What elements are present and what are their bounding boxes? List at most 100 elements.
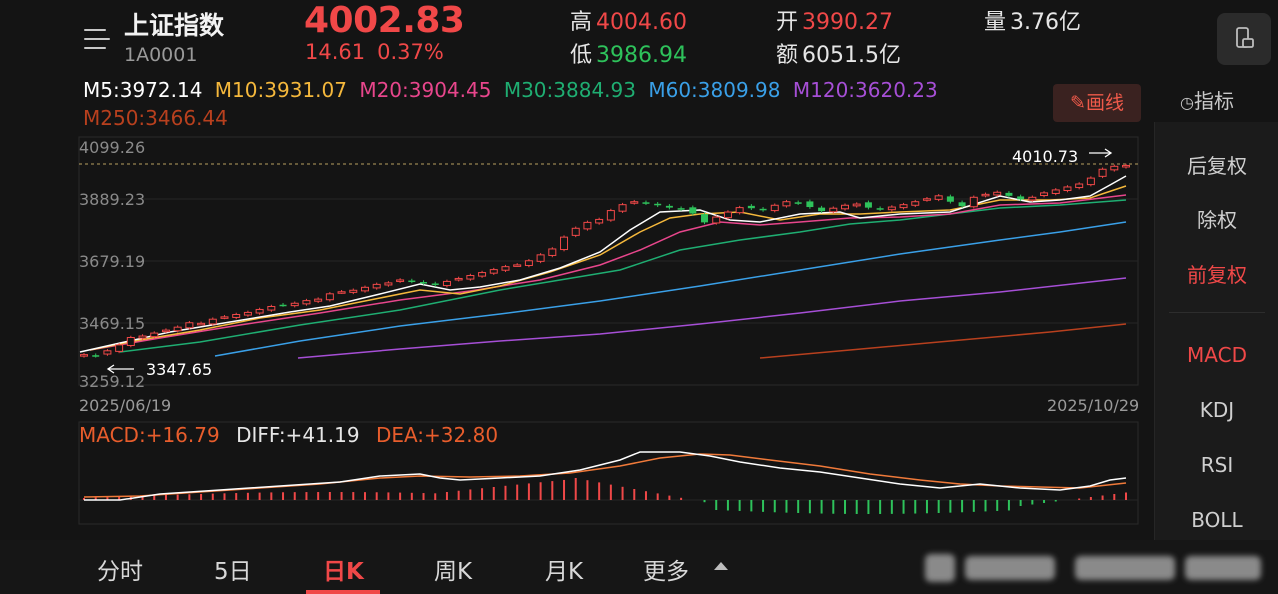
macd-bar [83,498,85,500]
ma30-label: M30:3884.93 [503,78,636,102]
y-tick: 3889.23 [79,190,145,209]
macd-bar [200,493,203,500]
side-item-kdj[interactable]: KDJ [1199,398,1235,422]
macd-bar [317,492,320,500]
macd-bar [984,500,987,512]
macd-bar [762,500,765,512]
candle-body [887,206,896,211]
candle-body [841,204,850,210]
volume-label: 量 [984,10,1007,35]
macd-legend: MACD:+16.79 DIFF:+41.19 DEA:+32.80 [79,423,508,447]
candle-body [431,283,439,285]
side-item-post-adjust[interactable]: 后复权 [1187,154,1247,178]
candle-body [161,329,170,333]
candle-body [723,211,732,219]
phone-rotate-icon [1236,27,1254,48]
draw-line-label: 画线 [1085,92,1124,114]
side-item-macd[interactable]: MACD [1187,343,1247,367]
menu-icon[interactable] [84,27,112,51]
macd-bar [363,492,366,500]
side-item-rsi[interactable]: RSI [1200,453,1234,477]
landscape-toggle-button[interactable] [1217,13,1271,65]
candle-body [138,335,147,339]
candle-body [185,322,194,329]
macd-bar [1125,492,1127,500]
candle-body [1040,192,1049,197]
tab-weekly-k[interactable]: 周K [434,559,473,585]
macd-bar [504,485,507,500]
candle-body [360,286,369,292]
candle-body [829,207,838,213]
macd-bar [598,482,601,500]
kline-chart[interactable]: 4099.26 3889.23 3679.19 3469.15 3259.12 … [0,0,1150,540]
tab-daily-k[interactable]: 日K [323,559,364,585]
macd-bar [925,500,928,514]
macd-histogram [83,478,1127,514]
macd-bar [211,493,214,500]
ma5-label: M5:3972.14 [83,78,203,102]
candle-body [864,202,872,208]
candle-body [80,354,88,357]
indicator-button[interactable]: ◷指标 [1180,85,1234,114]
tab-intraday[interactable]: 分时 [97,559,143,585]
macd-bar [738,500,741,511]
candle-body [922,198,931,201]
macd-bar [1043,500,1046,503]
side-item-ex-rights[interactable]: 除权 [1197,208,1237,232]
candle-body [818,207,826,212]
side-divider [1169,312,1265,313]
candle-body [524,260,533,266]
candle-body [302,300,311,305]
candle-body [712,216,721,224]
stock-code: 1A0001 [124,44,198,66]
indicator-label: 指标 [1193,89,1234,113]
candle-body [969,196,978,208]
macd-bar [890,500,893,514]
candle-body [466,275,475,280]
tab-5day[interactable]: 5日 [214,559,252,585]
macd-bar [832,500,835,514]
macd-bar [820,500,823,514]
candle-body [232,313,241,318]
start-date: 2025/06/19 [79,396,172,415]
max-price-label: 4010.73 [1012,147,1078,166]
candle-body [993,191,1002,196]
macd-bar [258,492,261,500]
open-value: 3990.27 [802,10,893,35]
macd-bar [1031,500,1034,505]
candle-body [852,203,861,207]
candle-body [1075,183,1084,189]
change-value: 14.61 [305,40,366,64]
macd-bar [270,492,273,500]
macd-bar [902,500,905,514]
macd-bar [188,494,191,500]
candle-body [267,306,276,311]
macd-bar [551,481,554,500]
gauge-icon: ◷ [1180,93,1194,112]
y-tick: 3469.15 [79,314,145,333]
macd-bar [574,478,577,500]
candle-body [501,266,510,271]
candle-body [911,201,920,206]
candle-body [665,205,673,208]
candle-body [735,207,744,214]
draw-line-button[interactable]: ✎画线 [1053,84,1141,122]
candle-body [150,332,159,338]
ma-legend-row2: M250:3466.44 [83,106,228,130]
side-item-boll[interactable]: BOLL [1191,508,1243,532]
macd-bar [914,500,917,514]
candle-body [583,221,592,230]
end-date: 2025/10/29 [1047,396,1140,415]
tab-more[interactable]: 更多 [643,559,689,585]
candle-body [571,227,580,236]
macd-bar [527,483,530,500]
candle-body [548,248,557,256]
side-item-pre-adjust[interactable]: 前复权 [1187,263,1247,287]
watermark-blur [925,548,1265,588]
high-label: 高 [570,10,593,35]
candle-body [618,204,627,212]
tab-monthly-k[interactable]: 月K [545,559,584,585]
volume-stat: 量 3.76亿 [984,4,1081,36]
volume-value: 3.76亿 [1010,10,1082,35]
y-tick: 3259.12 [79,372,145,391]
